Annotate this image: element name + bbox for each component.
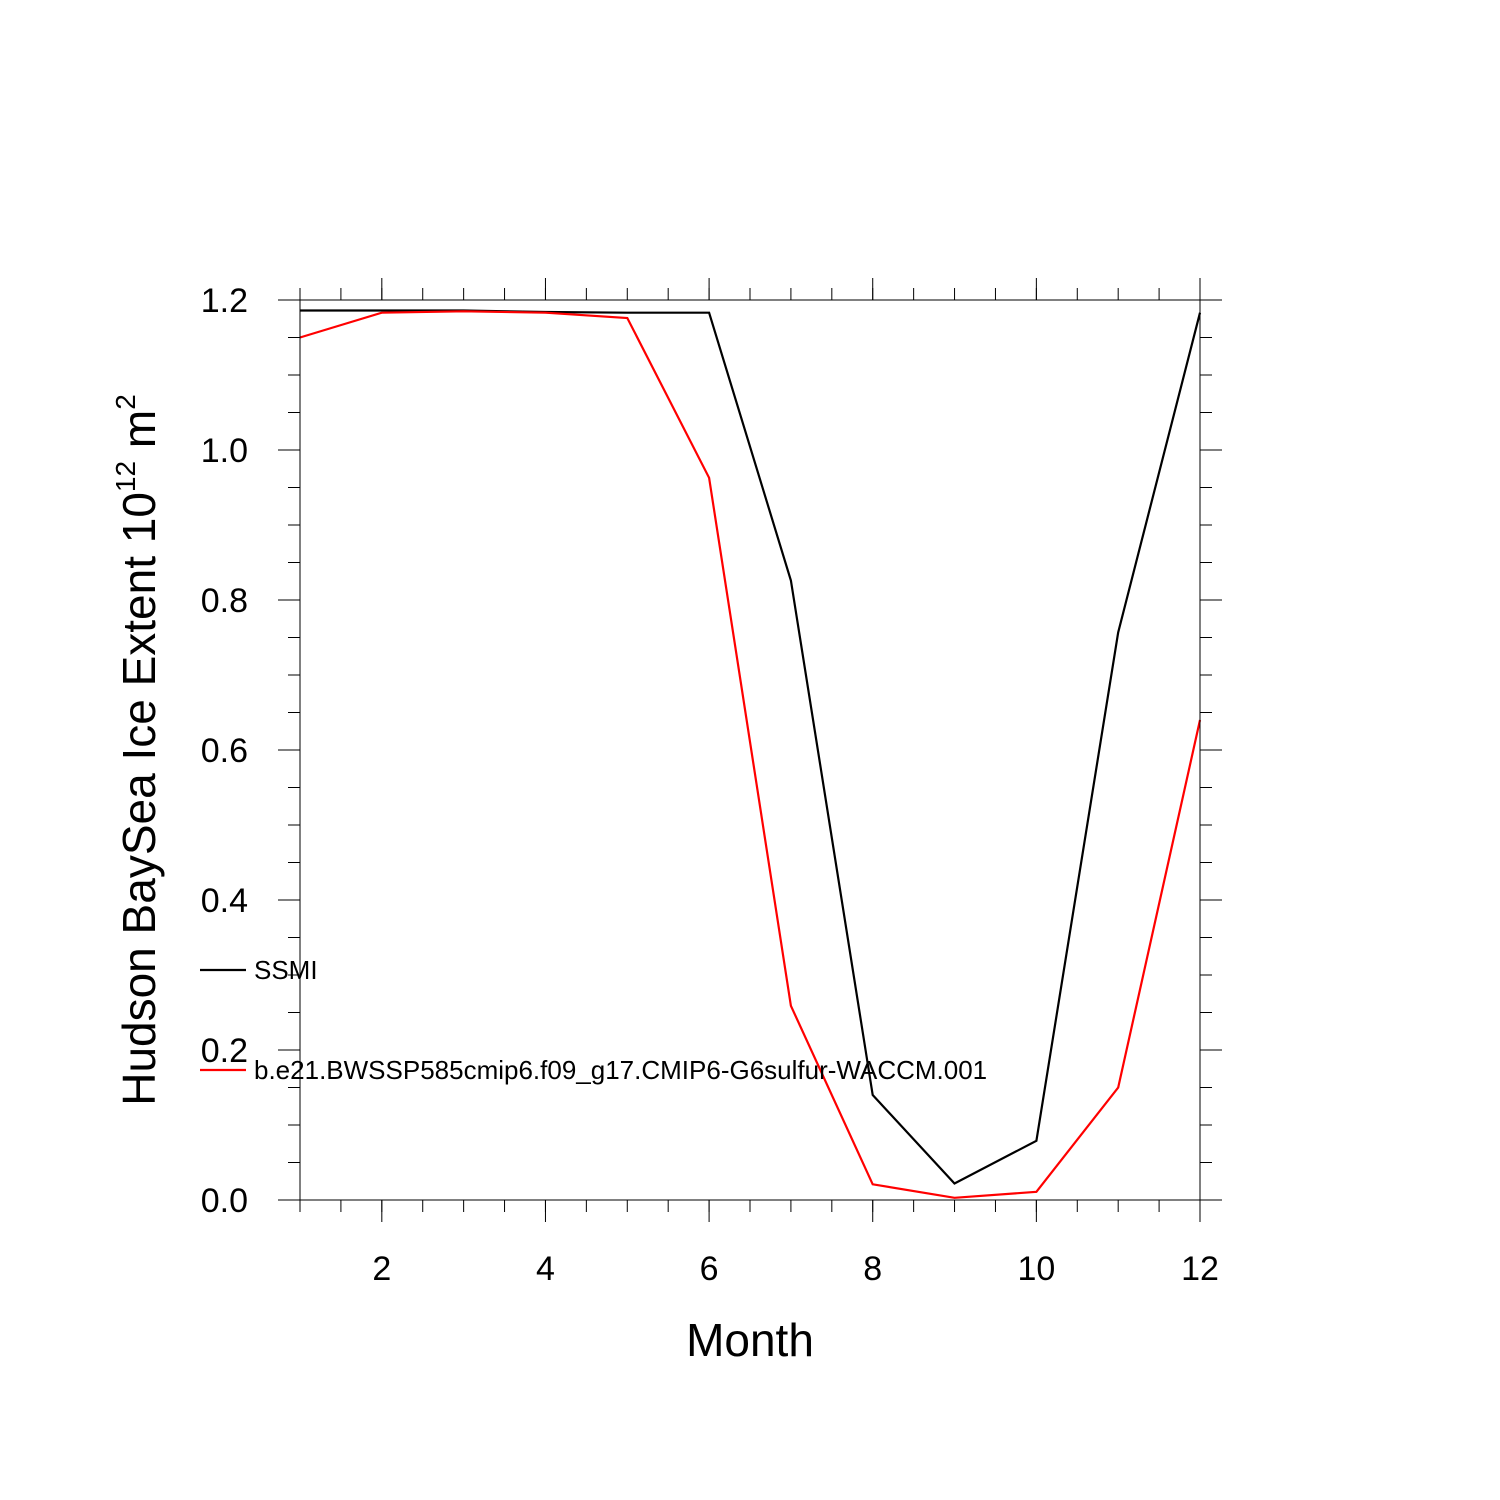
y-axis-title-exponent: 12 [110,461,141,492]
x-tick-label: 8 [863,1250,882,1288]
y-tick-label: 1.0 [201,432,248,470]
x-tick-label: 10 [1017,1250,1055,1288]
tick-labels: 2 4 6 8 10 12 0.0 0.2 0.4 0.6 0.8 1.0 1.2 [201,282,1219,1288]
x-tick-label: 6 [700,1250,719,1288]
y-axis-title: Hudson BaySea Ice Extent 1012 m2 [110,394,165,1106]
x-tick-label: 12 [1181,1250,1219,1288]
y-tick-label: 0.0 [201,1182,248,1220]
series-layer [299,309,1202,1199]
y-tick-label: 0.4 [201,882,248,920]
y-axis-title-prefix: Hudson BaySea Ice Extent 10 [113,492,165,1106]
y-axis-title-unit: m [113,410,165,461]
y-tick-label: 0.8 [201,582,248,620]
major-ticks [278,278,1222,1222]
x-axis-title: Month [686,1314,814,1366]
y-tick-label: 0.6 [201,732,248,770]
series-line-2 [299,310,1202,1199]
legend-label: b.e21.BWSSP585cmip6.f09_g17.CMIP6-G6sulf… [254,1055,987,1085]
y-tick-label: 0.2 [201,1032,248,1070]
plot-frame [299,299,1201,1201]
x-tick-label: 2 [372,1250,391,1288]
legend: SSMI b.e21.BWSSP585cmip6.f09_g17.CMIP6-G6… [200,955,987,1085]
y-tick-label: 1.2 [201,282,248,320]
y-axis-title-unit-exponent: 2 [110,394,141,410]
x-tick-label: 4 [536,1250,555,1288]
legend-label: SSMI [254,955,318,985]
